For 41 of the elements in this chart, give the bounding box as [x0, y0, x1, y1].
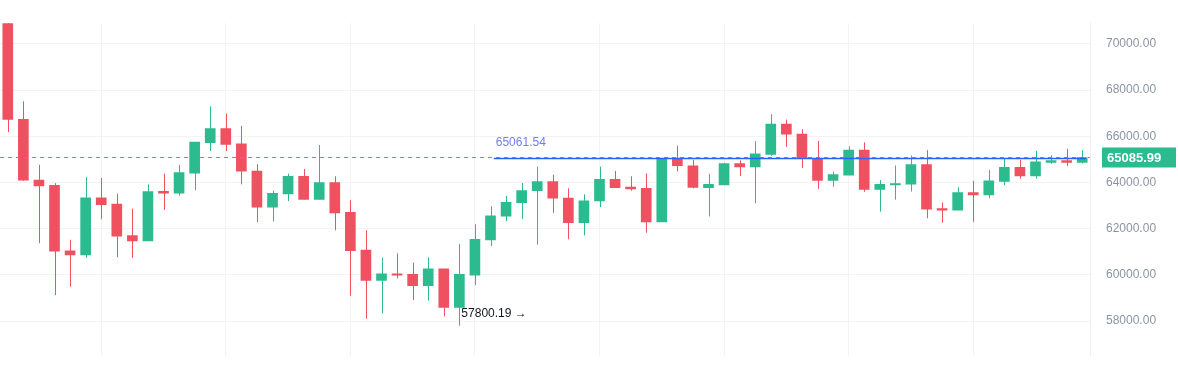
- candlestick: [890, 164, 901, 201]
- y-tick-label: 60000.00: [1106, 267, 1157, 282]
- candlestick: [267, 190, 278, 223]
- candlestick: [500, 195, 512, 222]
- candlestick: [298, 168, 309, 200]
- candlestick: [204, 105, 216, 152]
- candlestick: [422, 256, 434, 302]
- candlestick: [703, 173, 714, 217]
- ref-line-label: 65085.99: [1107, 150, 1162, 166]
- candlestick: [781, 119, 792, 148]
- candlestick: [173, 164, 185, 197]
- candlestick: [594, 166, 605, 208]
- y-tick-label: 68000.00: [1106, 82, 1157, 97]
- candlestick: [220, 113, 232, 152]
- annotation: 57800.19 →: [461, 306, 527, 321]
- candlestick: [983, 169, 995, 199]
- candlestick: [531, 166, 543, 246]
- candlestick: [687, 159, 699, 189]
- candlestick: [127, 208, 138, 259]
- y-tick-label: 62000.00: [1106, 221, 1157, 236]
- candlestick: [547, 174, 559, 214]
- candlestick: [64, 239, 76, 288]
- candlestick: [1014, 159, 1026, 180]
- y-tick-label: 64000.00: [1106, 174, 1157, 189]
- candlestick: [391, 252, 403, 279]
- candlestick: [967, 180, 979, 223]
- y-tick-label: 70000.00: [1106, 36, 1157, 51]
- candlestick: [936, 201, 948, 224]
- candlestick: [516, 182, 527, 220]
- candlestick: [578, 193, 590, 236]
- candlestick: [282, 173, 294, 202]
- y-tick-label: 58000.00: [1106, 313, 1157, 328]
- candlestick: [999, 158, 1010, 186]
- candlestick: [952, 186, 963, 211]
- candlestick: [376, 257, 387, 314]
- candlestick: [95, 177, 107, 220]
- y-tick-label: 66000.00: [1106, 128, 1157, 143]
- candlestick: [812, 140, 823, 190]
- candlestick: [874, 179, 886, 213]
- candlestick: [407, 262, 418, 301]
- ref-line-label: 65061.54: [495, 134, 547, 149]
